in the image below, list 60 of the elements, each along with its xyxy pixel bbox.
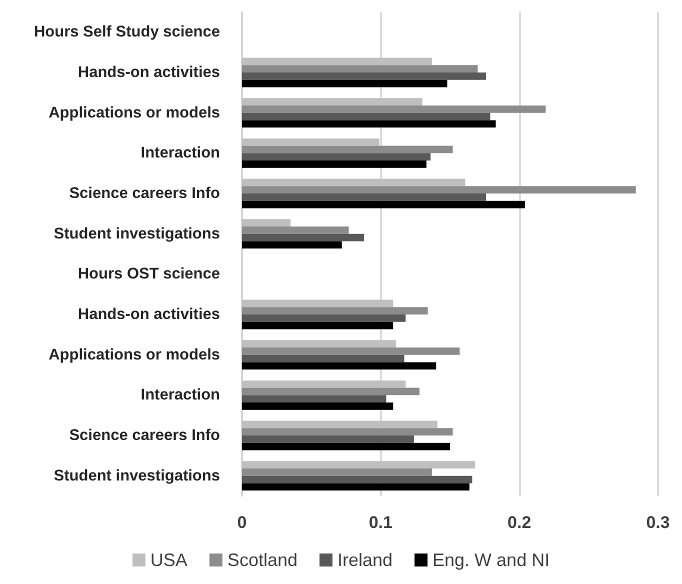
- bar: [242, 98, 422, 106]
- y-tick-label: Science careers Info: [69, 427, 220, 444]
- y-tick-label: Interaction: [140, 144, 220, 162]
- y-tick-label: Student investigations: [54, 225, 220, 242]
- bar: [242, 112, 490, 120]
- y-tick-label: Applications or models: [48, 346, 220, 364]
- bar: [242, 314, 406, 322]
- bar: [242, 322, 394, 330]
- bar: [242, 395, 386, 403]
- legend-label: Ireland: [337, 550, 393, 570]
- y-tick-label: Hours Self Study science: [34, 24, 220, 41]
- y-tick-label: Hands-on activities: [78, 306, 220, 323]
- y-tick-label: Science careers Info: [69, 185, 220, 202]
- y-tick-label: Student investigations: [54, 467, 220, 484]
- bar: [242, 420, 438, 428]
- legend-label: Scotland: [227, 550, 298, 570]
- bar: [242, 461, 475, 468]
- x-tick-label: 0.2: [508, 513, 532, 532]
- bar: [242, 468, 432, 476]
- bar: [242, 160, 426, 168]
- bar: [242, 442, 450, 450]
- bar: [242, 402, 394, 410]
- bar: [242, 241, 342, 249]
- bar: [242, 300, 394, 308]
- bar: [242, 65, 478, 72]
- bar: [242, 153, 431, 161]
- bar: [242, 483, 470, 491]
- bar: [242, 194, 486, 201]
- bar: [242, 105, 546, 113]
- bar: [242, 146, 453, 154]
- bar: [242, 340, 396, 348]
- y-tick-label: Applications or models: [48, 104, 220, 122]
- y-tick-label: Hands-on activities: [78, 64, 220, 81]
- bar: [242, 226, 349, 234]
- bar: [242, 234, 364, 242]
- y-tick-label: Hours OST science: [78, 266, 220, 283]
- bar: [242, 307, 428, 314]
- bar: [242, 80, 448, 88]
- bar: [242, 362, 436, 370]
- bar: [242, 347, 460, 355]
- bar: [242, 120, 496, 128]
- y-tick-label: Interaction: [140, 386, 220, 404]
- bar: [242, 380, 406, 388]
- bar: [242, 200, 525, 208]
- legend-label: Eng. W and NI: [432, 550, 550, 570]
- bar: [242, 72, 486, 80]
- bar: [242, 388, 420, 396]
- bar: [242, 186, 636, 194]
- x-tick-label: 0.3: [646, 513, 670, 532]
- x-tick-label: 0.1: [368, 513, 392, 532]
- bar: [242, 354, 404, 362]
- legend-label: USA: [150, 550, 188, 570]
- bar: [242, 178, 466, 186]
- bar: [242, 58, 432, 66]
- bar: [242, 219, 291, 226]
- x-tick-label: 0: [237, 513, 247, 532]
- bar: [242, 436, 414, 443]
- bar: [242, 138, 380, 146]
- bar: [242, 476, 472, 484]
- bar: [242, 428, 453, 436]
